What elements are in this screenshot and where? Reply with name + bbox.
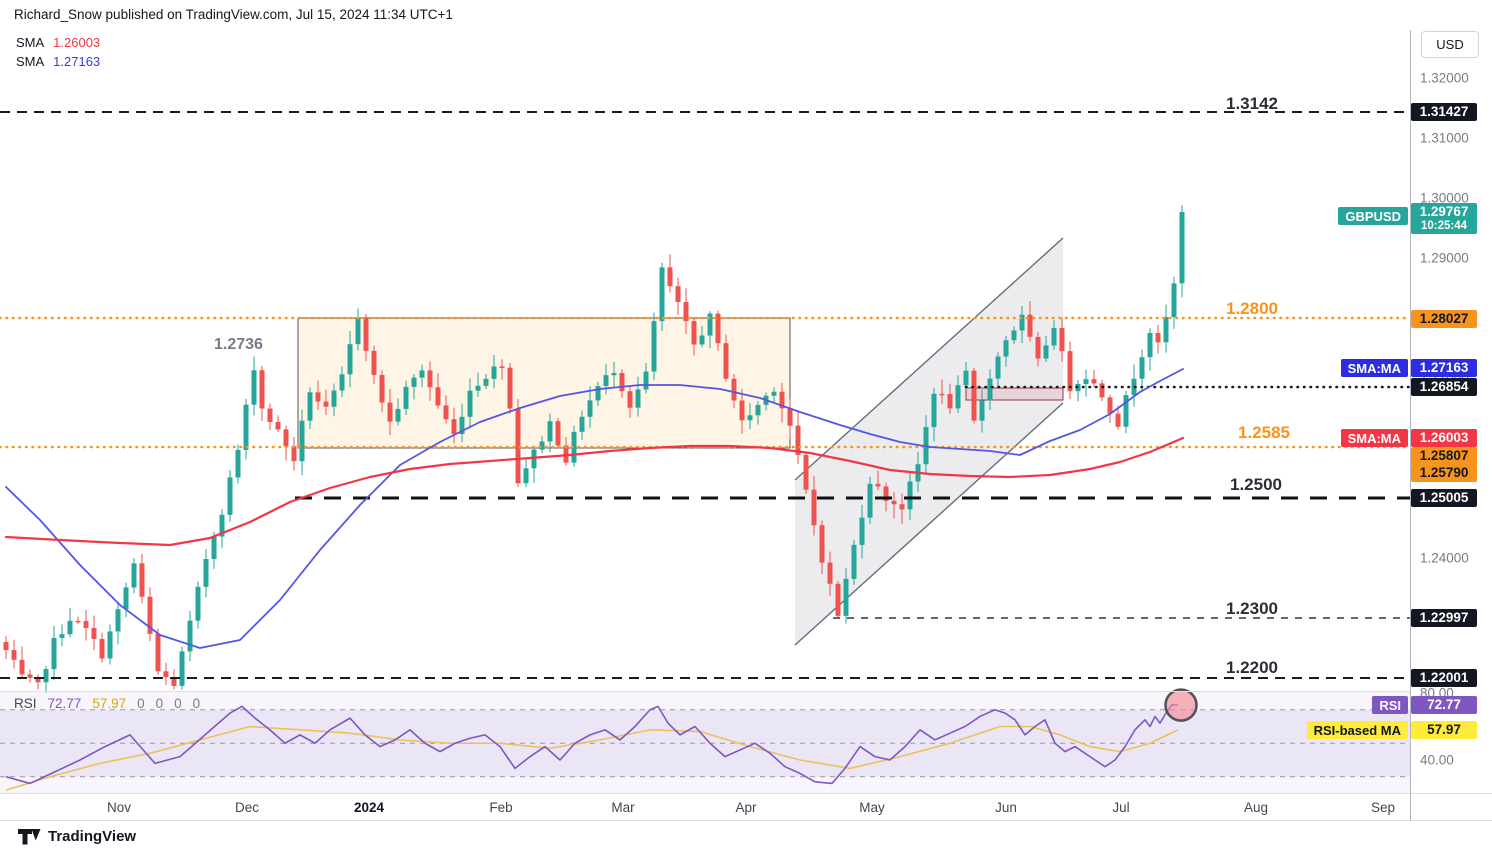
footer: TradingView	[18, 828, 136, 845]
tradingview-logo-icon[interactable]	[18, 828, 41, 845]
badge-price: 1.28027	[1419, 311, 1469, 326]
axis-price-badge: 1.22997	[1411, 609, 1477, 627]
sma-fast-label: SMA	[16, 35, 45, 50]
badge-price: 1.27163	[1419, 360, 1469, 375]
rsi-pane-border	[0, 691, 1410, 692]
axis-price-badge: 1.27163	[1411, 359, 1477, 377]
price-axis[interactable]: USD 1.32000 1.31000 1.30000 1.29000 1.27000 1…	[1410, 0, 1492, 821]
axis-price-badge: 1.25790	[1411, 464, 1477, 482]
price-annotation: 1.2736	[214, 336, 263, 353]
axis-price-badge: 1.26003	[1411, 429, 1477, 447]
series-label-badge-sma-ma: SMA:MA	[1340, 429, 1408, 447]
time-axis-label: Sep	[1370, 800, 1396, 815]
axis-price-badge: 1.25807	[1411, 447, 1477, 465]
badge-price: 1.25790	[1419, 465, 1469, 480]
axis-tick: 1.31000	[1420, 130, 1469, 146]
axis-price-badge: 72.77	[1411, 696, 1477, 714]
rsi-extra-3: 0	[192, 696, 201, 711]
axis-price-badge: 1.22001	[1411, 669, 1477, 687]
badge-countdown: 10:25:44	[1420, 219, 1468, 232]
rsi-extra-1: 0	[155, 696, 164, 711]
axis-price-badge: 1.28027	[1411, 310, 1477, 328]
axis-tick: 1.32000	[1420, 70, 1469, 86]
level-label-1_2500: 1.2500	[1230, 475, 1282, 494]
axis-tick: 1.29000	[1420, 250, 1469, 266]
price-axis-border	[1410, 30, 1411, 821]
badge-price: 1.29767	[1419, 203, 1469, 219]
time-axis-label: Mar	[611, 800, 635, 815]
time-axis-label: May	[859, 800, 885, 815]
badge-price: 1.25807	[1419, 448, 1469, 463]
legend-row-sma-slow[interactable]: SMA 1.27163	[16, 52, 100, 71]
axis-tick: 1.24000	[1420, 550, 1469, 566]
series-label-badge-gbpusd: GBPUSD	[1338, 207, 1408, 225]
time-axis-label: 2024	[353, 800, 385, 815]
series-label-badge-rsi-based-ma: RSI-based MA	[1306, 721, 1408, 739]
time-axis-label: Feb	[489, 800, 513, 815]
legend-row-sma-fast[interactable]: SMA 1.26003	[16, 33, 100, 52]
level-label-1_2200: 1.2200	[1226, 658, 1278, 677]
level-label-1_2300: 1.2300	[1226, 599, 1278, 618]
time-axis-label: Nov	[106, 800, 132, 815]
rsi-extra-2: 0	[174, 696, 182, 711]
sma-slow-label: SMA	[16, 54, 45, 69]
time-axis-top-border	[0, 793, 1492, 794]
indicator-legend[interactable]: SMA 1.26003 SMA 1.27163	[16, 33, 100, 71]
axis-tick: 1.30000	[1420, 190, 1469, 206]
axis-price-badge: 1.26854	[1411, 378, 1477, 396]
time-axis[interactable]: Nov Dec 2024 Feb Mar Apr May Jun Jul Aug Sep	[0, 794, 1410, 820]
badge-price: 1.25005	[1419, 490, 1469, 505]
rsi-ma-value: 57.97	[92, 696, 127, 711]
publisher-line: Richard_Snow published on TradingView.co…	[14, 7, 453, 22]
rsi-value: 72.77	[47, 696, 82, 711]
series-label-badge-rsi: RSI	[1372, 696, 1408, 714]
currency-toggle-button[interactable]: USD	[1421, 31, 1479, 58]
rsi-legend[interactable]: RSI 72.77 57.97 0 0 0 0	[14, 696, 200, 711]
sma-slow-value: 1.27163	[53, 54, 101, 69]
axis-tick: 40.00	[1420, 752, 1454, 768]
badge-price: 1.26854	[1419, 379, 1469, 394]
time-axis-label: Apr	[735, 800, 757, 815]
rsi-extra-0: 0	[137, 696, 145, 711]
time-axis-label: Jul	[1112, 800, 1130, 815]
badge-price: 57.97	[1427, 722, 1461, 737]
badge-price: 1.22997	[1419, 610, 1469, 625]
time-axis-label: Aug	[1243, 800, 1269, 815]
time-axis-label: Jun	[995, 800, 1017, 815]
sma-fast-value: 1.26003	[53, 35, 101, 50]
rsi-label: RSI	[14, 696, 37, 711]
level-label-1_2800: 1.2800	[1226, 299, 1278, 318]
time-axis-label: Dec	[234, 800, 260, 815]
axis-price-badge: 1.29767 10:25:44	[1411, 203, 1477, 234]
chart-canvas[interactable]	[0, 0, 1410, 821]
badge-price: 1.22001	[1419, 670, 1469, 685]
badge-price: 1.31427	[1419, 104, 1469, 119]
badge-price: 72.77	[1427, 697, 1461, 712]
time-axis-bottom-border	[0, 820, 1492, 821]
level-label-1_2585: 1.2585	[1238, 423, 1290, 442]
axis-price-badge: 1.25005	[1411, 489, 1477, 507]
axis-price-badge: 57.97	[1411, 721, 1477, 739]
badge-price: 1.26003	[1419, 430, 1469, 445]
level-label-1_3142: 1.3142	[1226, 94, 1278, 113]
brand-name[interactable]: TradingView	[48, 828, 137, 845]
axis-price-badge: 1.31427	[1411, 103, 1477, 121]
series-label-badge-sma-ma: SMA:MA	[1340, 359, 1408, 377]
